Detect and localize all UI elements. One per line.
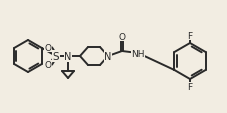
Text: O: O [44, 61, 51, 70]
Text: O: O [44, 43, 51, 52]
Text: NH: NH [131, 49, 144, 58]
Text: S: S [52, 52, 59, 61]
Text: N: N [64, 52, 71, 61]
Text: F: F [187, 31, 192, 40]
Text: F: F [187, 83, 192, 92]
Text: O: O [118, 32, 125, 41]
Text: N: N [104, 52, 111, 61]
